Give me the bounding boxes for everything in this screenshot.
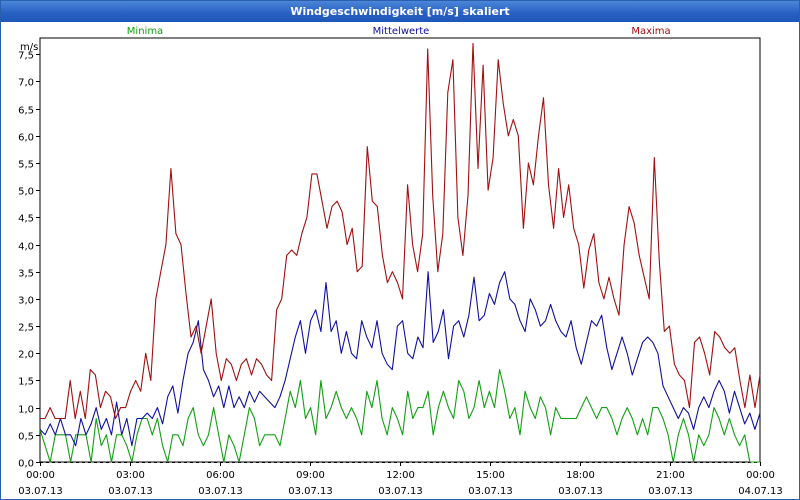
x-tick-time: 03:00: [116, 470, 145, 481]
x-tick-time: 09:00: [296, 470, 325, 481]
y-axis-label: m/s: [20, 42, 38, 53]
y-tick-label: 1,0: [18, 405, 34, 416]
x-tick-date: 03.07.13: [648, 486, 693, 497]
x-tick-time: 06:00: [206, 470, 235, 481]
y-tick-label: 2,0: [18, 350, 34, 361]
x-tick-date: 03.07.13: [288, 486, 333, 497]
plot-area: [39, 37, 761, 463]
window-title: Windgeschwindigkeit [m/s] skaliert: [1, 1, 799, 22]
x-tick-date: 03.07.13: [108, 486, 153, 497]
y-tick-label: 4,5: [18, 214, 34, 225]
y-tick-label: 0,5: [18, 432, 34, 443]
y-tick-label: 5,5: [18, 160, 34, 171]
y-tick-label: 7,5: [18, 51, 34, 62]
y-tick-label: 7,0: [18, 78, 34, 89]
x-tick-date: 03.07.13: [558, 486, 603, 497]
y-tick-label: 6,5: [18, 106, 34, 117]
y-tick-label: 3,5: [18, 269, 34, 280]
y-tick-label: 1,5: [18, 377, 34, 388]
x-tick-time: 12:00: [386, 470, 415, 481]
y-tick-label: 3,0: [18, 296, 34, 307]
y-tick-label: 4,0: [18, 242, 34, 253]
series-lines: [39, 42, 761, 463]
x-tick-time: 21:00: [656, 470, 685, 481]
x-tick-date: 03.07.13: [198, 486, 243, 497]
y-tick-label: 0,0: [18, 459, 34, 470]
y-tick-label: 5,0: [18, 187, 34, 198]
y-axis: 0,0 0,5 1,0 1,5 2,0 2,5 3,0 3,5 4,0 4,5 5,0 5,5 6,0 6…: [18, 51, 40, 470]
x-tick-time: 18:00: [566, 470, 595, 481]
y-tick-label: 2,5: [18, 323, 34, 334]
chart: 0,0 0,5 1,0 1,5 2,0 2,5 3,0 3,5 4,0 4,5 5,0 5,5 6,0 6…: [18, 26, 783, 497]
legend-maxima: Maxima: [631, 26, 670, 37]
x-tick-date: 03.07.13: [468, 486, 513, 497]
series-line-maxima: [40, 42, 761, 420]
x-tick-date: 04.07.13: [738, 486, 783, 497]
x-tick-time: 15:00: [476, 470, 505, 481]
y-tick-label: 6,0: [18, 133, 34, 144]
x-tick-time: 00:00: [746, 470, 775, 481]
x-tick-date: 03.07.13: [18, 486, 63, 497]
x-tick-date: 03.07.13: [378, 486, 423, 497]
plot-frame: [39, 37, 761, 463]
series-line-minima: [39, 369, 760, 463]
legend-mittelwerte: Mittelwerte: [373, 26, 430, 37]
x-tick-time: 00:00: [26, 470, 55, 481]
series-line-mittelwerte: [39, 271, 761, 447]
x-axis: 00:00 03.07.13 03:00 03.07.13 06:00 03.07.13 0…: [18, 462, 783, 497]
legend-minima: Minima: [127, 26, 163, 37]
